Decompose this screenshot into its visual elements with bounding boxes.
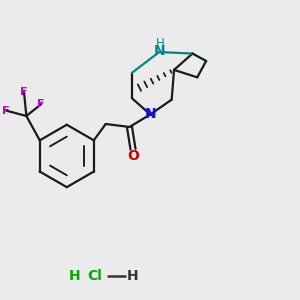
Text: H: H (126, 269, 138, 283)
Text: O: O (127, 149, 139, 163)
Text: F: F (2, 106, 10, 116)
Text: F: F (38, 99, 45, 109)
Text: Cl: Cl (88, 269, 103, 283)
Text: N: N (154, 44, 166, 58)
Text: N: N (145, 107, 156, 122)
Text: H: H (155, 37, 164, 50)
Text: F: F (20, 87, 28, 97)
Text: H: H (68, 269, 80, 283)
